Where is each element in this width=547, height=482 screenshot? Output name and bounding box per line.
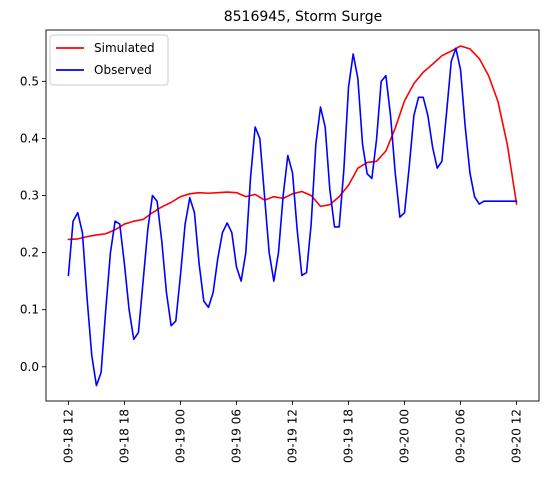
plot-area	[67, 45, 518, 387]
legend-label-simulated: Simulated	[94, 41, 155, 55]
axes: 0.0 0.1 0.2 0.3 0.4 0.5 09-18 12 09-18 18 09-19 …	[20, 29, 540, 463]
x-tick-label: 09-20 06	[454, 409, 468, 463]
y-tick-label: 0.3	[20, 189, 39, 203]
y-tick-label: 0.4	[20, 131, 39, 145]
plot-frame	[45, 29, 540, 402]
chart-title: 8516945, Storm Surge	[224, 9, 383, 25]
y-tick-label: 0.0	[20, 360, 39, 374]
x-tick-label: 09-19 18	[342, 409, 356, 463]
x-tick-label: 09-19 12	[286, 409, 300, 463]
x-tick-label: 09-20 12	[510, 409, 524, 463]
legend-label-observed: Observed	[94, 63, 152, 77]
x-tick-label: 09-20 00	[398, 409, 412, 463]
x-tick-label: 09-18 18	[117, 409, 131, 463]
x-tick-label: 09-18 12	[61, 409, 75, 463]
y-tick-label: 0.1	[20, 303, 39, 317]
x-tick-label: 09-19 00	[173, 409, 187, 463]
series-line-observed	[67, 47, 518, 387]
series-line-simulated	[67, 45, 518, 241]
y-tick-label: 0.2	[20, 246, 39, 260]
legend: Simulated Observed	[49, 34, 169, 86]
x-tick-label: 09-19 06	[229, 409, 243, 463]
y-tick-label: 0.5	[20, 74, 39, 88]
